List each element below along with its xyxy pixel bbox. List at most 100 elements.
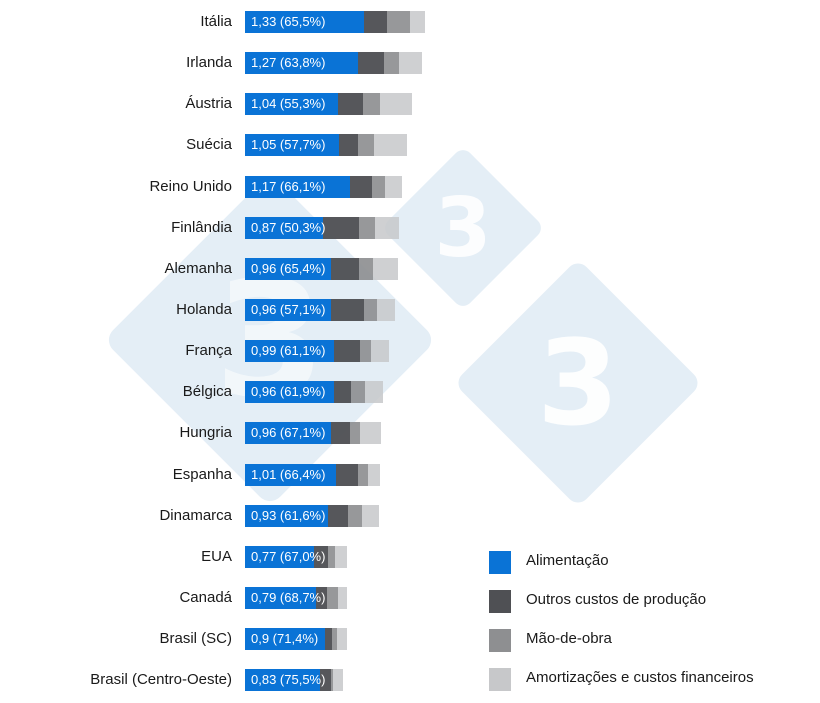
legend-item-mao-de-obra: Mão-de-obra	[489, 629, 809, 652]
country-label: Suécia	[186, 136, 232, 153]
bar-segment-outros-custos	[336, 464, 358, 486]
country-label: Itália	[200, 13, 232, 30]
bar-segment-alimentacao: 0,79 (68,7%)	[245, 587, 325, 609]
stacked-bar: 0,99 (61,1%)	[245, 340, 389, 362]
bar-segment-amortizacoes	[374, 134, 407, 156]
bar-segment-alimentacao: 0,93 (61,6%)	[245, 505, 328, 527]
chart-row: Brasil (Centro-Oeste) 0,83 (75,5%)	[0, 669, 460, 691]
bar-segment-alimentacao: 1,17 (66,1%)	[245, 176, 350, 198]
bar-segment-mao-de-obra	[384, 52, 399, 74]
bar-segment-alimentacao: 0,96 (61,9%)	[245, 381, 334, 403]
bar-segment-mao-de-obra	[327, 587, 338, 609]
bar-segment-alimentacao: 0,83 (75,5%)	[245, 669, 325, 691]
bar-value-label: 0,96 (65,4%)	[251, 261, 326, 276]
country-label: Espanha	[172, 466, 232, 483]
bar-segment-amortizacoes	[399, 52, 422, 74]
country-label: Canadá	[179, 589, 232, 606]
bar-segment-alimentacao: 0,96 (65,4%)	[245, 258, 331, 280]
bar-segment-alimentacao: 0,87 (50,3%)	[245, 217, 326, 239]
bar-segment-amortizacoes	[385, 176, 402, 198]
stacked-bar: 0,96 (61,9%)	[245, 381, 383, 403]
bar-value-label: 0,96 (61,9%)	[251, 384, 326, 399]
bar-segment-mao-de-obra	[350, 422, 360, 444]
bar-value-label: 1,33 (65,5%)	[251, 14, 326, 29]
country-label: Alemanha	[164, 260, 232, 277]
stacked-bar: 1,27 (63,8%)	[245, 52, 422, 74]
stacked-bar: 1,05 (57,7%)	[245, 134, 407, 156]
bar-segment-alimentacao: 1,01 (66,4%)	[245, 464, 336, 486]
bar-value-label: 1,27 (63,8%)	[251, 55, 326, 70]
bar-segment-amortizacoes	[380, 93, 412, 115]
bar-value-label: 1,01 (66,4%)	[251, 467, 326, 482]
stacked-bar: 1,01 (66,4%)	[245, 464, 380, 486]
bar-segment-amortizacoes	[338, 587, 347, 609]
bar-segment-mao-de-obra	[332, 628, 337, 650]
country-label: EUA	[201, 548, 232, 565]
watermark-diamond-right: 3	[458, 263, 698, 503]
bar-segment-mao-de-obra	[372, 176, 385, 198]
bar-segment-mao-de-obra	[348, 505, 362, 527]
bar-value-label: 0,77 (67,0%)	[251, 549, 326, 564]
stacked-bar: 0,96 (67,1%)	[245, 422, 381, 444]
bar-segment-outros-custos	[314, 546, 328, 568]
chart-row: Hungria 0,96 (67,1%)	[0, 422, 460, 444]
chart-row: Finlândia 0,87 (50,3%)	[0, 217, 460, 239]
bar-segment-outros-custos	[338, 93, 363, 115]
bar-segment-mao-de-obra	[358, 134, 374, 156]
legend-label: Mão-de-obra	[526, 630, 612, 647]
stacked-bar: 1,17 (66,1%)	[245, 176, 402, 198]
chart-row: Irlanda 1,27 (63,8%)	[0, 52, 460, 74]
bar-segment-mao-de-obra	[360, 340, 371, 362]
legend-label: Alimentação	[526, 552, 609, 569]
bar-segment-outros-custos	[350, 176, 372, 198]
bar-segment-outros-custos	[334, 381, 351, 403]
bar-segment-amortizacoes	[410, 11, 425, 33]
bar-segment-amortizacoes	[377, 299, 395, 321]
chart-row: EUA 0,77 (67,0%)	[0, 546, 460, 568]
bar-segment-alimentacao: 0,77 (67,0%)	[245, 546, 325, 568]
stacked-bar: 0,79 (68,7%)	[245, 587, 347, 609]
bar-segment-alimentacao: 1,27 (63,8%)	[245, 52, 358, 74]
bar-segment-outros-custos	[328, 505, 348, 527]
bar-value-label: 0,96 (67,1%)	[251, 425, 326, 440]
stacked-bar: 0,93 (61,6%)	[245, 505, 379, 527]
bar-value-label: 1,04 (55,3%)	[251, 96, 326, 111]
bar-segment-amortizacoes	[373, 258, 398, 280]
bar-segment-outros-custos	[331, 299, 364, 321]
stacked-bar: 0,87 (50,3%)	[245, 217, 399, 239]
bar-segment-amortizacoes	[335, 546, 347, 568]
bar-segment-mao-de-obra	[331, 669, 333, 691]
legend-swatch-mid-gray	[489, 629, 511, 652]
bar-segment-mao-de-obra	[359, 217, 375, 239]
legend-label: Amortizações e custos financeiros	[526, 669, 754, 686]
country-label: Irlanda	[186, 54, 232, 71]
chart-row: Alemanha 0,96 (65,4%)	[0, 258, 460, 280]
bar-segment-amortizacoes	[371, 340, 389, 362]
country-label: Hungria	[179, 424, 232, 441]
bar-segment-outros-custos	[339, 134, 358, 156]
watermark-glyph-top: 3	[434, 181, 491, 276]
legend-swatch-dark-gray	[489, 590, 511, 613]
bar-segment-amortizacoes	[360, 422, 381, 444]
bar-segment-outros-custos	[331, 258, 359, 280]
chart-row: Áustria 1,04 (55,3%)	[0, 93, 460, 115]
bar-segment-outros-custos	[364, 11, 387, 33]
country-label: França	[185, 342, 232, 359]
chart-row: Holanda 0,96 (57,1%)	[0, 299, 460, 321]
country-label: Reino Unido	[149, 178, 232, 195]
bar-segment-alimentacao: 1,33 (65,5%)	[245, 11, 364, 33]
watermark-diamond-top: 3	[385, 150, 541, 306]
chart-row: Brasil (SC) 0,9 (71,4%)	[0, 628, 460, 650]
chart-row: França 0,99 (61,1%)	[0, 340, 460, 362]
country-label: Bélgica	[182, 383, 232, 400]
bar-segment-mao-de-obra	[364, 299, 377, 321]
bar-value-label: 0,83 (75,5%)	[251, 672, 326, 687]
bar-segment-alimentacao: 1,05 (57,7%)	[245, 134, 339, 156]
bar-value-label: 0,87 (50,3%)	[251, 220, 326, 235]
watermark-glyph-right: 3	[537, 314, 619, 452]
bar-value-label: 0,79 (68,7%)	[251, 590, 326, 605]
legend-item-alimentacao: Alimentação	[489, 551, 809, 574]
bar-segment-mao-de-obra	[351, 381, 365, 403]
bar-segment-amortizacoes	[333, 669, 343, 691]
